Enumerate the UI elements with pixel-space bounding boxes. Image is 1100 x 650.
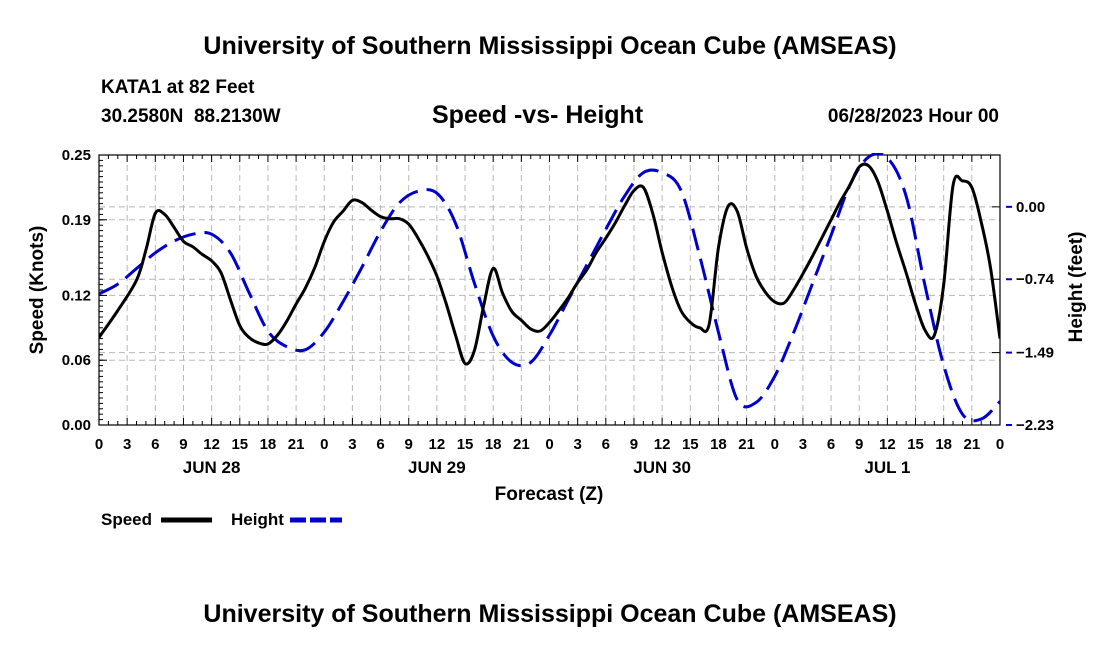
- x-tick-label: 18: [935, 436, 952, 453]
- y-axis-label-left: Speed (Knots): [27, 226, 48, 355]
- day-label: JUN 30: [633, 458, 691, 477]
- x-tick-label: 15: [907, 436, 924, 453]
- x-tick-label: 0: [545, 436, 553, 453]
- series-layer: [99, 153, 1000, 423]
- day-label: JUL 1: [864, 458, 910, 477]
- y-left-tick-label: 0.19: [62, 212, 91, 229]
- x-tick-label: 0: [771, 436, 779, 453]
- x-tick-label: 18: [710, 436, 727, 453]
- x-tick-label: 6: [827, 436, 835, 453]
- legend-label-height: Height: [231, 510, 284, 529]
- y-right-tick-label: −1.49: [1016, 345, 1054, 362]
- day-label: JUN 28: [183, 458, 241, 477]
- x-tick-label: 21: [288, 436, 305, 453]
- x-tick-label: 18: [260, 436, 277, 453]
- x-tick-label: 21: [513, 436, 530, 453]
- grid-lines: [99, 154, 1000, 426]
- x-tick-label: 12: [203, 436, 220, 453]
- y-axis-label-right: Height (feet): [1066, 232, 1087, 343]
- y-right-tick-label: −2.23: [1016, 417, 1054, 434]
- x-tick-label: 3: [799, 436, 807, 453]
- datetime-label: 06/28/2023 Hour 00: [827, 106, 999, 127]
- x-tick-label: 6: [602, 436, 610, 453]
- x-tick-label: 12: [429, 436, 446, 453]
- x-tick-label: 12: [879, 436, 896, 453]
- top-title: University of Southern Mississippi Ocean…: [203, 32, 897, 60]
- bottom-title: University of Southern Mississippi Ocean…: [203, 600, 897, 628]
- y-left-tick-label: 0.00: [62, 417, 91, 434]
- coordinates-label: 30.2580N 88.2130W: [101, 106, 281, 127]
- x-tick-label: 0: [320, 436, 328, 453]
- x-tick-label: 9: [405, 436, 413, 453]
- x-tick-label: 0: [996, 436, 1004, 453]
- y-left-tick-label: 0.12: [62, 287, 91, 304]
- x-tick-label: 18: [485, 436, 502, 453]
- x-tick-label: 9: [179, 436, 187, 453]
- x-tick-label: 9: [630, 436, 638, 453]
- x-tick-label: 15: [682, 436, 699, 453]
- plot-frame: [98, 154, 1001, 426]
- day-label: JUN 29: [408, 458, 466, 477]
- y-left-tick-label: 0.06: [62, 352, 91, 369]
- y-left-tick-label: 0.25: [62, 147, 91, 164]
- x-tick-label: 9: [855, 436, 863, 453]
- x-tick-label: 21: [738, 436, 755, 453]
- chart-title: Speed -vs- Height: [432, 101, 644, 129]
- x-tick-label: 3: [348, 436, 356, 453]
- x-tick-label: 15: [457, 436, 474, 453]
- x-axis-label: Forecast (Z): [495, 484, 604, 505]
- x-tick-label: 12: [654, 436, 671, 453]
- x-tick-label: 3: [123, 436, 131, 453]
- station-label: KATA1 at 82 Feet: [101, 77, 255, 98]
- axes: 0 3 6 9 12 15 18 21 0 3 6 9 12 15 18 21 0 3 6 9 12 15 18 21 0 3 6 9…: [62, 147, 1055, 477]
- x-tick-label: 21: [964, 436, 981, 453]
- series-line-speed: [99, 162, 1000, 366]
- x-tick-label: 6: [376, 436, 384, 453]
- y-right-tick-label: −0.74: [1016, 271, 1055, 288]
- y-right-tick-label: 0.00: [1016, 199, 1045, 216]
- x-tick-label: 15: [231, 436, 248, 453]
- x-tick-label: 0: [95, 436, 103, 453]
- x-tick-label: 6: [151, 436, 159, 453]
- legend-label-speed: Speed: [101, 510, 152, 529]
- x-tick-label: 3: [573, 436, 581, 453]
- legend: Speed Height: [101, 510, 342, 529]
